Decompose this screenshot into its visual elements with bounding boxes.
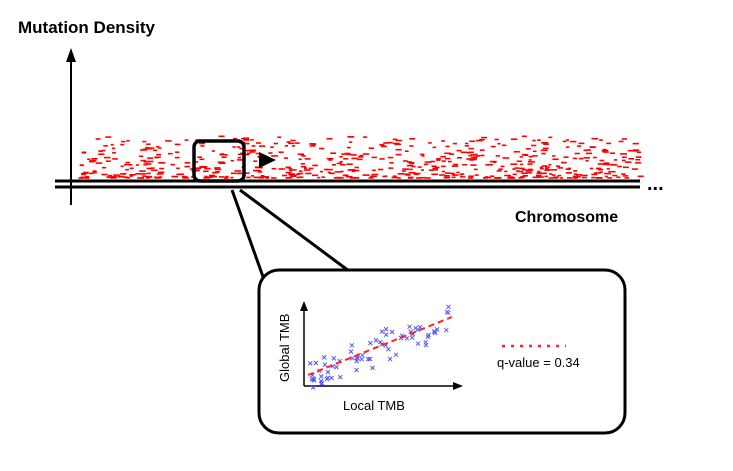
scatter-point <box>393 352 399 358</box>
scatter-point <box>318 374 324 379</box>
scatter-point <box>321 355 327 360</box>
inset-x-label: Local TMB <box>343 398 405 413</box>
scatter-point <box>307 361 313 366</box>
scatter-point <box>386 346 391 352</box>
zoom-connector-right <box>239 188 350 273</box>
scatter-point <box>318 381 324 387</box>
scatter-point <box>349 342 355 348</box>
inset-y-label: Global TMB <box>277 314 292 382</box>
scatter-point <box>423 339 429 345</box>
scatter-point <box>432 329 437 335</box>
scatter-point <box>309 377 315 382</box>
scatter-point <box>426 332 431 338</box>
inset-x-arrowhead <box>453 382 463 390</box>
mutation-dashes <box>78 135 644 179</box>
scatter-point <box>324 376 330 382</box>
inset-y-arrowhead <box>300 301 308 311</box>
scatter-point <box>383 332 389 337</box>
inset-panel <box>257 268 627 435</box>
scatter-point <box>337 374 343 380</box>
scatter-point <box>355 356 360 361</box>
chromosome-label: Chromosome <box>515 209 618 226</box>
sliding-direction-arrow <box>259 152 276 168</box>
scatter-point <box>322 362 328 367</box>
scatter-point <box>407 324 412 330</box>
scatter-point <box>446 304 451 310</box>
scatter-point <box>383 326 389 332</box>
scatter-point <box>379 329 385 334</box>
scatter-point <box>359 356 365 362</box>
y-axis-arrowhead <box>66 48 76 62</box>
scatter-point <box>331 356 337 361</box>
mutation-density-title: Mutation Density <box>18 18 155 37</box>
regression-line <box>307 316 453 376</box>
scatter-point <box>404 335 410 341</box>
scatter-point <box>409 335 415 341</box>
scatter-point <box>349 355 355 361</box>
scatter-point <box>413 325 419 331</box>
scatter-point <box>377 339 383 345</box>
scatter-point <box>329 375 334 381</box>
scatter-point <box>325 369 331 375</box>
scatter-point <box>387 356 393 362</box>
scatter-point <box>313 360 319 366</box>
scatter-point <box>415 341 421 347</box>
scatter-point <box>360 352 365 358</box>
scatter-point <box>348 349 354 354</box>
scatter-point <box>370 365 375 371</box>
scatter-point <box>367 356 373 362</box>
sliding-window-box <box>192 139 246 183</box>
scatter-point <box>310 385 316 390</box>
scatter-point <box>354 358 360 364</box>
scatter-point <box>334 364 339 370</box>
scatter-point <box>373 338 379 343</box>
scatter-point <box>354 367 359 373</box>
scatter-point <box>368 340 373 346</box>
scatter-point <box>444 309 450 315</box>
chromosome-ellipsis: ... <box>647 173 664 195</box>
scatter-point <box>389 329 395 335</box>
scatter-point <box>365 356 371 362</box>
q-value-text: q-value = 0.34 <box>497 355 580 370</box>
scatter-point <box>443 327 449 333</box>
